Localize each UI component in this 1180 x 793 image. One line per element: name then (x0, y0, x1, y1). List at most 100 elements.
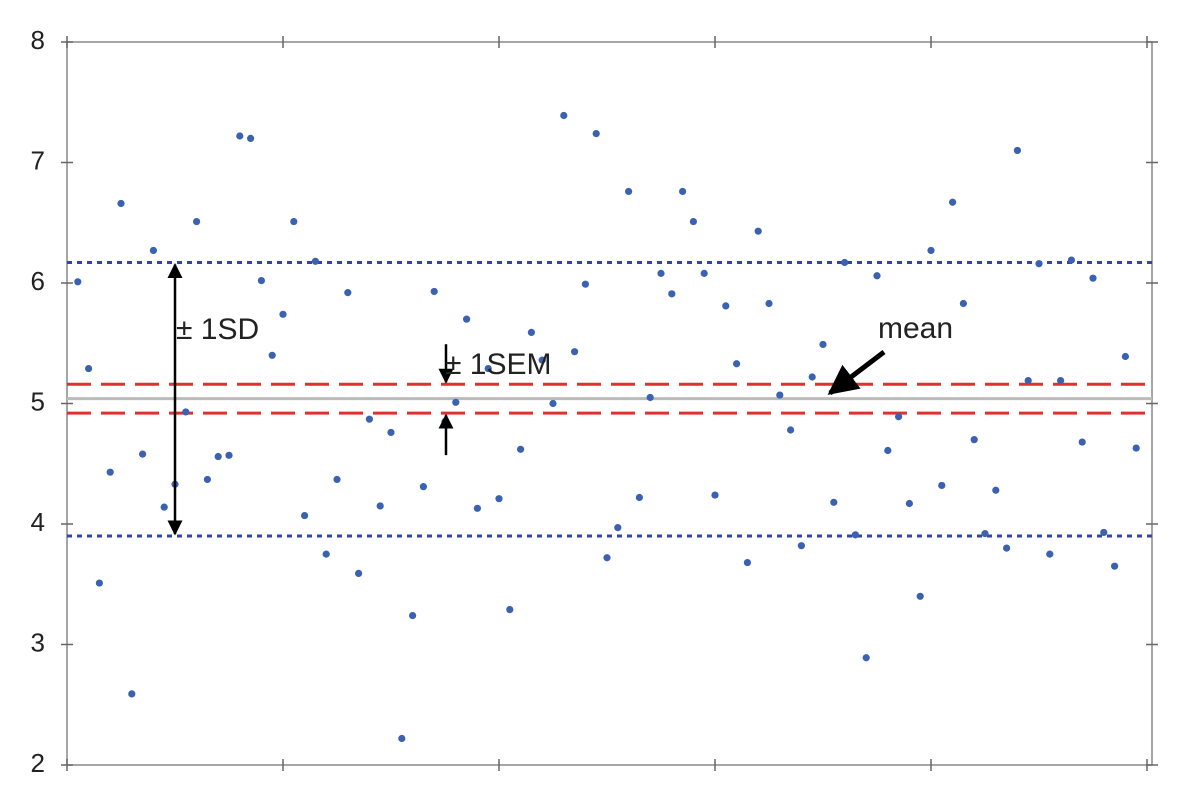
data-point (765, 299, 773, 308)
data-point (506, 605, 514, 614)
data-point (1111, 562, 1119, 570)
plot-frame (66, 41, 1153, 766)
data-point (74, 278, 82, 286)
data-point (387, 428, 395, 437)
data-point (301, 511, 309, 520)
data-point (1003, 544, 1011, 552)
data-point (970, 436, 978, 444)
data-point (549, 399, 557, 408)
data-point (365, 415, 373, 423)
data-point (754, 227, 762, 235)
y-tick-label: 3 (31, 627, 45, 657)
data-point (1035, 260, 1043, 268)
data-point (646, 393, 654, 402)
data-point (1057, 377, 1065, 385)
data-point (657, 269, 665, 277)
y-tick-label: 8 (31, 25, 45, 55)
data-point (776, 391, 784, 399)
data-point (85, 364, 93, 373)
data-point (106, 468, 114, 476)
data-point (614, 524, 622, 532)
data-point (1100, 528, 1108, 537)
annotation: ± 1SD (176, 313, 259, 346)
data-point (311, 257, 319, 265)
data-point (1132, 444, 1140, 452)
data-point (819, 340, 827, 349)
y-tick-label: 4 (31, 507, 45, 537)
data-point (279, 310, 287, 318)
data-point (139, 450, 147, 458)
data-point (484, 364, 492, 373)
data-point (409, 611, 417, 620)
data-point (495, 495, 503, 503)
data-point (560, 111, 568, 120)
data-point (581, 280, 590, 288)
data-point (625, 187, 633, 196)
data-point (149, 246, 157, 255)
data-point (538, 356, 546, 364)
data-point (743, 558, 752, 567)
data-point (862, 654, 870, 662)
data-point (679, 187, 687, 196)
data-point (214, 452, 222, 461)
data-point (635, 493, 644, 502)
data-point (1024, 377, 1032, 385)
data-point (430, 287, 438, 296)
data-point (128, 690, 136, 698)
data-point (905, 499, 914, 508)
data-point (959, 299, 968, 308)
data-point (517, 445, 525, 453)
data-point (571, 348, 579, 356)
data-point (787, 426, 795, 434)
data-point (1013, 146, 1022, 155)
data-point (419, 483, 427, 491)
data-point (236, 132, 244, 140)
y-tick-label: 6 (31, 266, 45, 296)
arrow (827, 350, 886, 395)
data-point (203, 475, 211, 484)
data-point (992, 486, 1000, 494)
data-point (247, 134, 255, 142)
annotation: mean (878, 312, 953, 345)
data-point (830, 498, 838, 506)
data-point (841, 258, 849, 267)
data-point (603, 554, 611, 562)
data-point (193, 217, 201, 226)
data-point (722, 302, 730, 310)
data-point (808, 373, 816, 381)
data-point (851, 531, 860, 539)
data-point (1089, 274, 1097, 282)
data-point (733, 360, 741, 368)
data-point (463, 315, 471, 323)
y-tick-label: 2 (31, 748, 45, 778)
data-point (689, 217, 698, 226)
data-point (398, 734, 406, 743)
annotation: ± 1SEM (445, 348, 552, 381)
data-point (884, 446, 892, 455)
data-point (1078, 438, 1086, 446)
data-point (1046, 550, 1054, 558)
data-point (797, 542, 806, 550)
data-point (700, 269, 708, 277)
data-point (95, 579, 103, 587)
data-point (268, 351, 276, 359)
data-point (895, 413, 903, 421)
y-tick-label: 5 (31, 386, 45, 416)
data-point (182, 408, 190, 416)
data-point (344, 289, 352, 297)
data-point (981, 530, 989, 538)
data-point (1121, 352, 1129, 361)
data-point (949, 198, 957, 206)
data-point (916, 592, 924, 600)
data-point (290, 217, 298, 226)
data-point (473, 504, 481, 512)
data-point (927, 246, 935, 255)
data-point (355, 569, 363, 578)
data-point (117, 199, 125, 208)
data-point (527, 328, 536, 337)
data-point (322, 550, 330, 558)
data-point (376, 502, 384, 510)
data-point (257, 276, 265, 285)
data-point (873, 272, 881, 280)
